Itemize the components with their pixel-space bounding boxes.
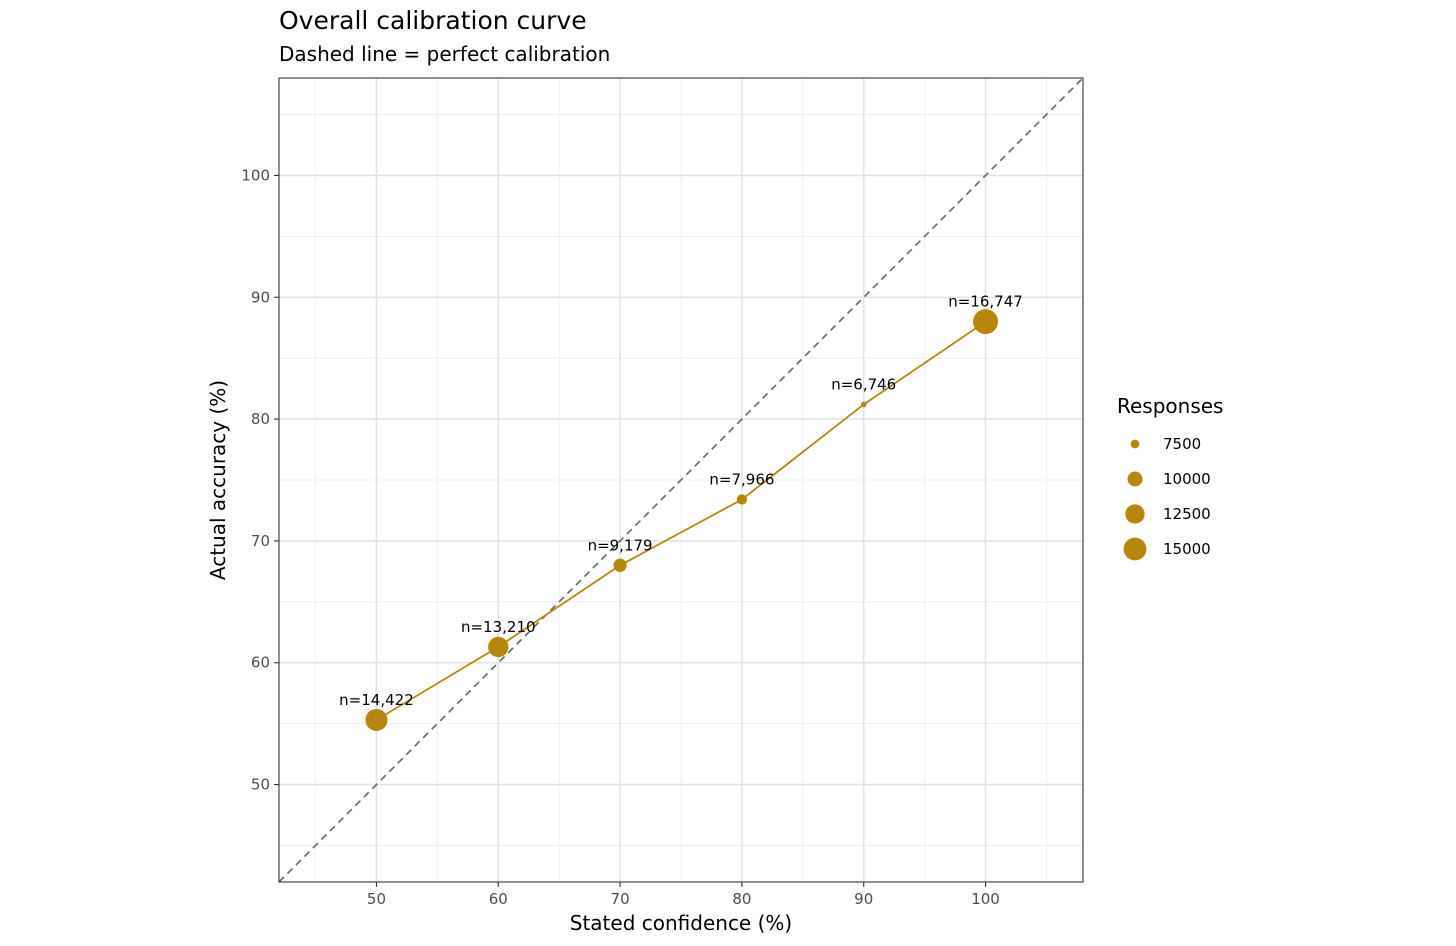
point-100 bbox=[973, 309, 999, 335]
x-tick-label-50: 50 bbox=[367, 890, 386, 908]
series-line bbox=[375, 320, 987, 721]
major-gridlines bbox=[279, 78, 1083, 882]
legend-entries: 7500 10000 12500 15000 bbox=[1123, 435, 1211, 561]
point-label-60: n=13,210 bbox=[461, 618, 536, 636]
legend-key-15000 bbox=[1123, 537, 1147, 561]
legend-label-15000: 15000 bbox=[1163, 540, 1211, 558]
legend-label-10000: 10000 bbox=[1163, 470, 1211, 488]
plot-panel-border bbox=[278, 77, 1084, 883]
point-label-50: n=14,422 bbox=[339, 691, 414, 709]
y-tick-label-50: 50 bbox=[251, 776, 270, 794]
legend-title: Responses bbox=[1117, 394, 1223, 418]
point-label-90: n=6,746 bbox=[831, 375, 896, 393]
x-tick-label-70: 70 bbox=[611, 890, 630, 908]
point-label-70: n=9,179 bbox=[588, 536, 653, 554]
legend-key-7500 bbox=[1130, 439, 1140, 449]
x-tick-label-100: 100 bbox=[971, 890, 1000, 908]
x-tick-label-60: 60 bbox=[489, 890, 508, 908]
x-tick-label-80: 80 bbox=[732, 890, 751, 908]
chart-title: Overall calibration curve bbox=[279, 6, 587, 35]
x-axis-ticks: 50 60 70 80 90 100 bbox=[367, 882, 1000, 908]
y-axis-ticks: 50 60 70 80 90 100 bbox=[241, 166, 279, 794]
chart-subtitle: Dashed line = perfect calibration bbox=[279, 42, 611, 66]
legend-label-7500: 7500 bbox=[1163, 435, 1201, 453]
reference-diagonal bbox=[278, 77, 1084, 883]
y-axis-title: Actual accuracy (%) bbox=[206, 380, 230, 580]
perfect-calibration-line bbox=[278, 77, 1084, 883]
legend-label-12500: 12500 bbox=[1163, 505, 1211, 523]
y-tick-label-60: 60 bbox=[251, 654, 270, 672]
point-70 bbox=[613, 558, 627, 572]
point-50 bbox=[365, 708, 388, 732]
y-tick-label-80: 80 bbox=[251, 410, 270, 428]
x-axis-title: Stated confidence (%) bbox=[570, 911, 792, 935]
y-tick-label-70: 70 bbox=[251, 532, 270, 550]
y-tick-label-90: 90 bbox=[251, 288, 270, 306]
point-80 bbox=[736, 494, 748, 505]
calibration-points bbox=[365, 309, 999, 732]
point-label-80: n=7,966 bbox=[709, 470, 774, 488]
legend: Responses 7500 10000 12500 15000 bbox=[1117, 394, 1223, 561]
point-90 bbox=[860, 401, 867, 408]
point-60 bbox=[488, 636, 509, 658]
y-tick-label-100: 100 bbox=[241, 166, 270, 184]
point-labels: n=14,422 n=13,210 n=9,179 n=7,966 n=6,746 n=1… bbox=[339, 293, 1023, 709]
legend-key-10000 bbox=[1127, 471, 1143, 487]
legend-key-12500 bbox=[1125, 504, 1145, 524]
point-label-100: n=16,747 bbox=[948, 293, 1023, 311]
calibration-series-line bbox=[375, 320, 987, 721]
x-tick-label-90: 90 bbox=[854, 890, 873, 908]
